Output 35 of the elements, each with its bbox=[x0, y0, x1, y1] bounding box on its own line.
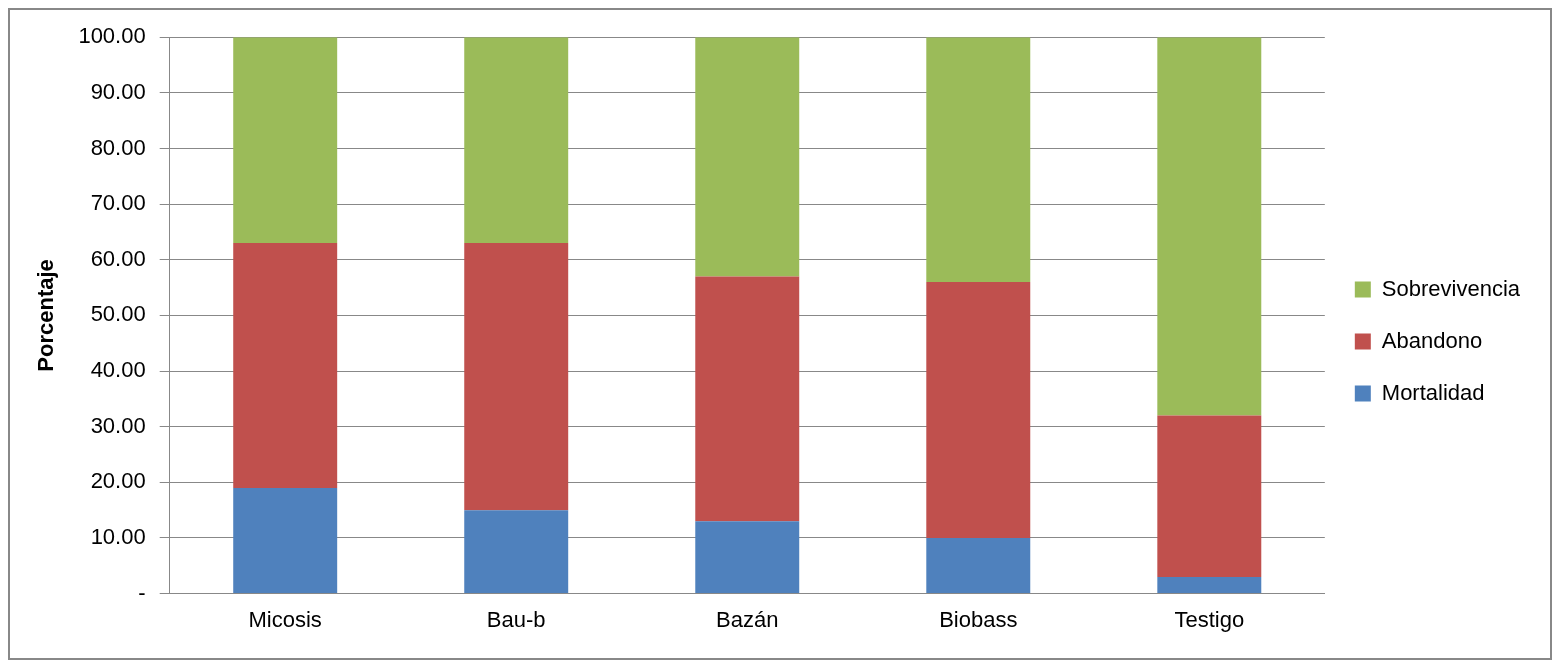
y-tick-label: 20.00 bbox=[90, 468, 146, 494]
y-tick-label: 70.00 bbox=[90, 190, 146, 216]
bar bbox=[1157, 576, 1262, 594]
y-tick-label: 30.00 bbox=[90, 412, 146, 438]
y-tick-label: 80.00 bbox=[90, 134, 146, 160]
bar bbox=[464, 243, 569, 511]
x-tick-label: Micosis bbox=[248, 606, 322, 632]
x-tick-label: Testigo bbox=[1174, 606, 1245, 632]
bar bbox=[464, 510, 569, 594]
bar bbox=[926, 282, 1031, 538]
bar bbox=[695, 521, 800, 594]
legend-label: Sobrevivencia bbox=[1381, 275, 1521, 301]
y-tick-label: - bbox=[138, 579, 146, 605]
x-tick-label: Biobass bbox=[939, 606, 1018, 632]
y-tick-label: 10.00 bbox=[90, 524, 146, 550]
y-tick-label: 100.00 bbox=[78, 23, 146, 49]
bar bbox=[233, 487, 338, 594]
bar bbox=[926, 37, 1031, 283]
y-axis-title: Porcentaje bbox=[33, 259, 59, 372]
x-tick-label: Bau-b bbox=[486, 606, 546, 632]
y-tick-label: 50.00 bbox=[90, 301, 146, 327]
bar bbox=[695, 276, 800, 522]
bar bbox=[926, 537, 1031, 594]
x-tick-label: Bazán bbox=[716, 606, 779, 632]
bar bbox=[1157, 37, 1262, 416]
legend-label: Mortalidad bbox=[1381, 379, 1485, 405]
bar bbox=[1157, 415, 1262, 577]
bar bbox=[695, 37, 800, 277]
y-tick-label: 40.00 bbox=[90, 357, 146, 383]
y-tick-label: 60.00 bbox=[90, 245, 146, 271]
y-tick-label: 90.00 bbox=[90, 78, 146, 104]
legend-label: Abandono bbox=[1381, 327, 1483, 353]
bar bbox=[233, 37, 338, 244]
bar bbox=[233, 243, 338, 488]
bar bbox=[464, 37, 569, 244]
